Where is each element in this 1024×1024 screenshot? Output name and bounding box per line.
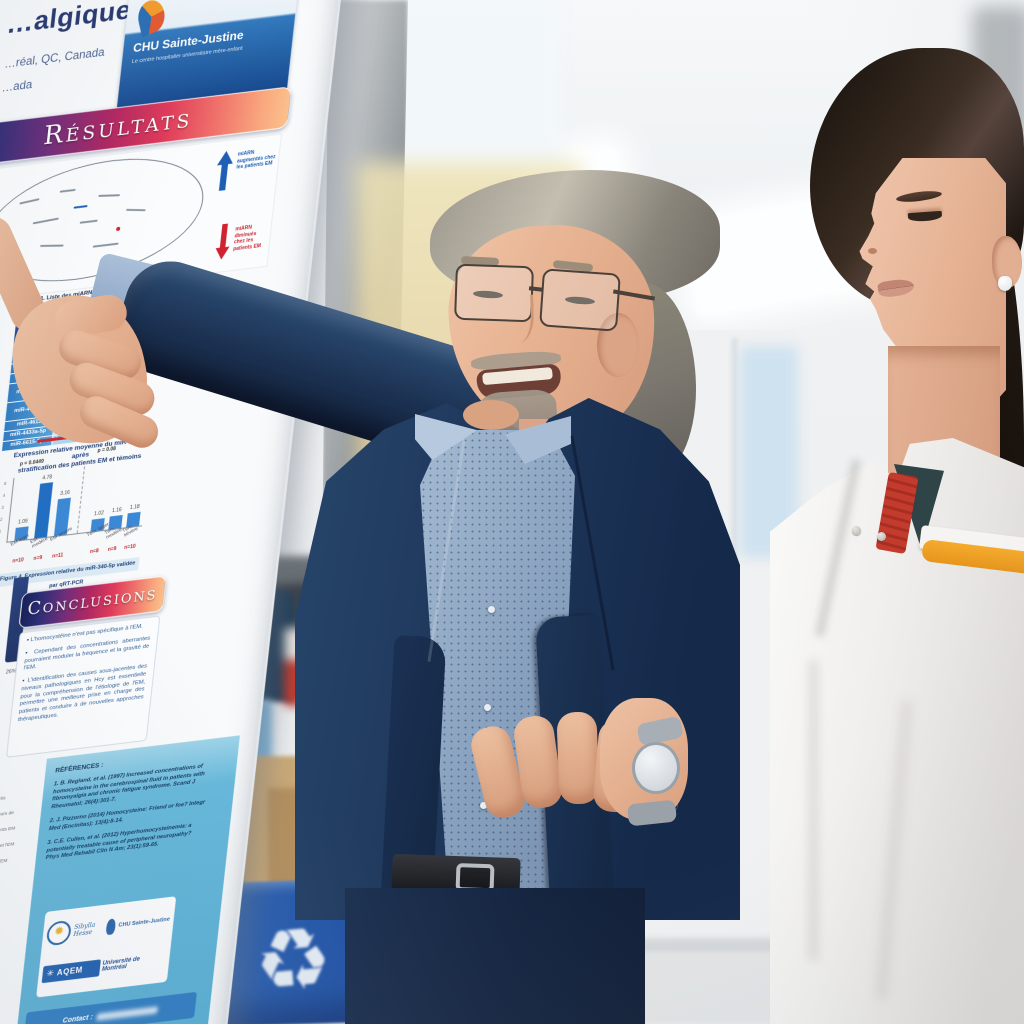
shirt-button [488, 606, 495, 613]
poster-title-fragment: …algique [5, 0, 133, 40]
udem-logo: Université de Montréal [101, 953, 166, 973]
poster-affiliation: …ada [1, 79, 33, 95]
down-arrow-icon [214, 223, 232, 261]
n-label: n=9 [33, 555, 43, 563]
y-tick: 3 [1, 504, 5, 511]
bar-value: 3.16 [59, 490, 71, 498]
references-title: RÉFÉRENCES : [54, 761, 104, 775]
teeth [482, 367, 553, 386]
door-frame [732, 338, 737, 564]
watch-band [626, 799, 678, 827]
sibylla-label: Sibylla Hesse [72, 921, 96, 939]
n-label: n=10 [123, 543, 136, 552]
up-arrow-icon [214, 150, 234, 192]
molecule-mark [39, 244, 64, 247]
shirt-button [480, 802, 487, 809]
y-tick: 2 [0, 516, 3, 523]
y-tick: 4 [2, 492, 6, 499]
star-logo-icon: ✹ [45, 919, 73, 947]
woman-observer [770, 40, 1024, 1024]
aqem-star-icon: ✳ [46, 967, 55, 979]
baseboard [626, 938, 796, 956]
flame-logo-icon [135, 0, 168, 38]
bar-value: 4.78 [42, 473, 53, 482]
bar-value: 1.09 [17, 518, 28, 527]
coat-snap-button [877, 532, 886, 541]
bar-value: 1.16 [111, 506, 123, 514]
y-tick: 5 [3, 480, 7, 487]
bar-value: 1.02 [93, 510, 105, 518]
man-right-hand [460, 682, 700, 840]
y-tick: 1 [0, 528, 2, 534]
floor [626, 952, 796, 1024]
conclusions-panel: L'homocystéine n'est pas spécifique à l'… [5, 615, 161, 758]
diagram-up-note: miARN augmentés chez les patients EM [235, 149, 276, 171]
conclusion-item: L'identification des causes sous-jacente… [17, 663, 148, 725]
nostril [868, 248, 877, 254]
contact-label: Contact : [62, 1013, 94, 1024]
person-logo-icon [105, 918, 117, 936]
sibylla-hesse-logo: ✹ Sibylla Hesse [45, 916, 106, 947]
chu-label: CHU Sainte-Justine [118, 916, 171, 929]
note-fragment: … après [0, 796, 6, 803]
collar-neck [463, 400, 519, 430]
group-separator [76, 461, 86, 534]
wristwatch-icon [632, 742, 680, 794]
poster-affiliation: …réal, QC, Canada [3, 46, 106, 71]
molecule-mark [125, 208, 146, 212]
coat-snap-button [852, 526, 861, 535]
n-label: n=10 [11, 557, 25, 565]
aqem-logo: ✳ AQEM [41, 958, 102, 983]
n-label: n=11 [51, 552, 64, 560]
ear [597, 313, 639, 377]
man-torso [295, 398, 740, 924]
contact-bar: Contact : [23, 991, 197, 1024]
chu-logo-small: CHU Sainte-Justine [105, 912, 171, 936]
references-list: 1. B. Regland, et al. (1997) Increased c… [44, 762, 210, 869]
coat-fold [810, 660, 817, 960]
partner-logos: ✹ Sibylla Hesse CHU Sainte-Justine ✳ AQE… [36, 896, 177, 998]
udem-label: Université de Montréal [101, 956, 141, 974]
pearl-earring [998, 276, 1012, 291]
note-fragment: … l'Hcy et l'EM [0, 842, 15, 851]
note-fragment: … valeurs de [0, 810, 15, 819]
poster-bottom-panel: RÉFÉRENCES : 1. B. Regland, et al. (1997… [10, 735, 240, 1024]
navy-pants [345, 888, 645, 1024]
shirt-button [484, 704, 491, 711]
glasses-lens [539, 268, 621, 332]
contact-email-blur [96, 1005, 159, 1021]
bar-value: 1.18 [129, 504, 140, 512]
aqem-label: AQEM [56, 964, 84, 978]
note-fragment: … patients EM [0, 826, 16, 835]
note-fragment: … dans l'EM [0, 858, 8, 867]
diagram-down-note: miARN diminués chez les patients EM [232, 224, 262, 252]
